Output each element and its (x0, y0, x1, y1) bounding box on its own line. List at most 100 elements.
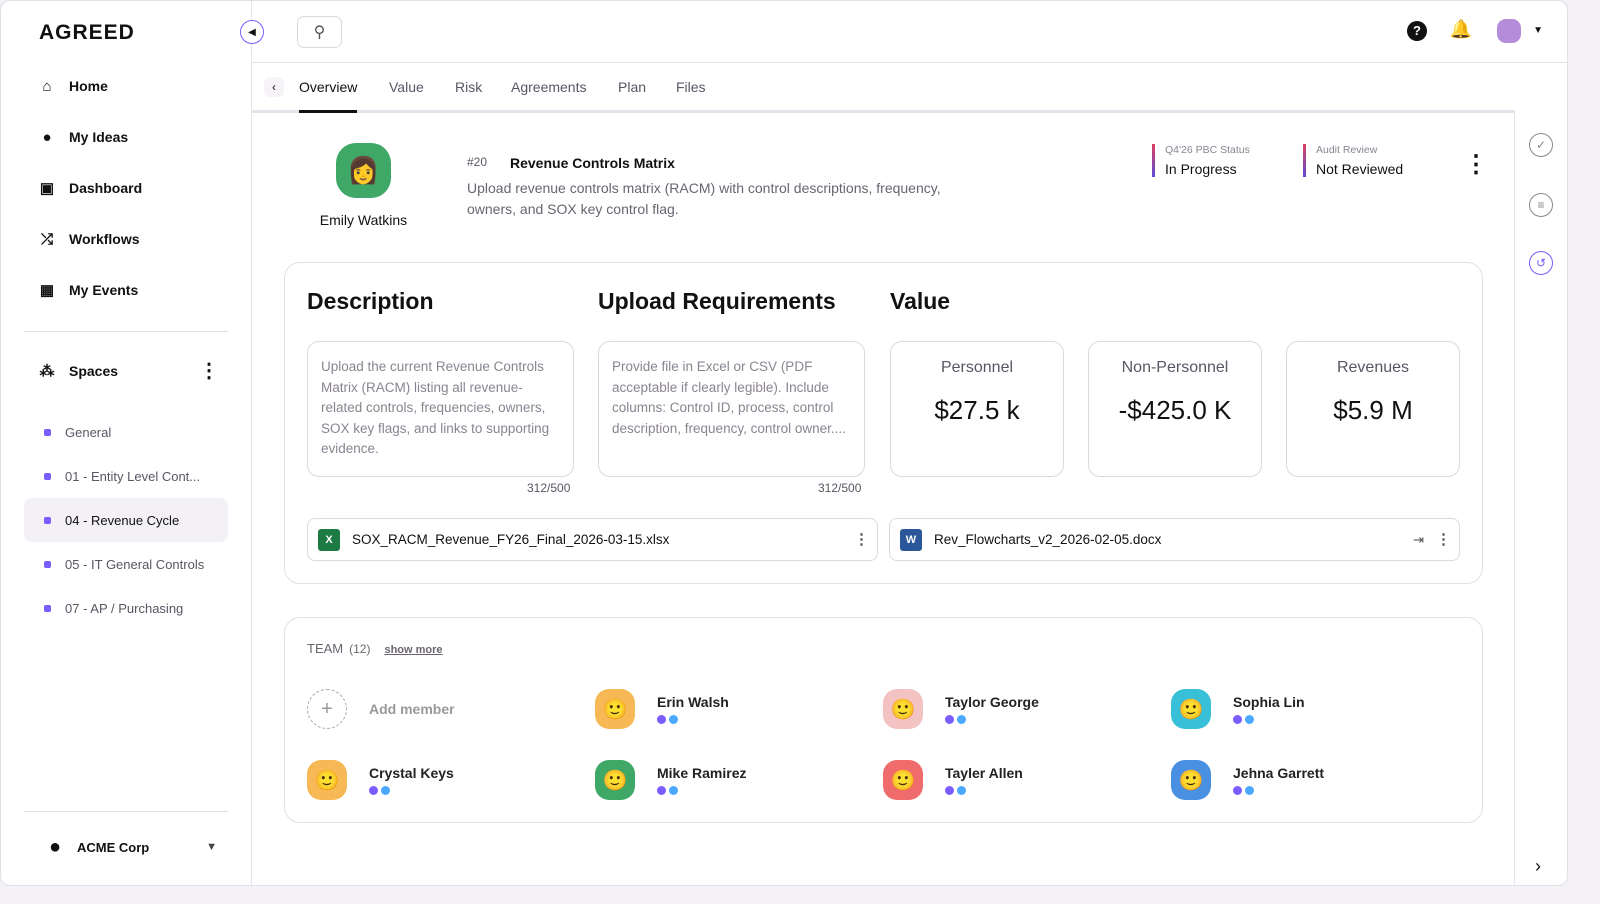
owner-avatar: 👩 (336, 143, 391, 198)
sidebar-item-home[interactable]: ⌂ Home (39, 77, 108, 95)
team-member[interactable]: 🙂 Mike Ramirez (595, 760, 746, 800)
pbc-status[interactable]: Q4'26 PBC Status In Progress (1152, 144, 1250, 177)
space-dot-icon (44, 516, 51, 524)
more-options-icon[interactable]: ⋮ (1464, 151, 1488, 178)
comment-icon[interactable]: ≡ (1529, 193, 1553, 217)
status-value: Not Reviewed (1316, 161, 1404, 177)
tab-risk[interactable]: Risk (455, 79, 483, 95)
member-role-dots (369, 786, 454, 795)
file-item[interactable]: X SOX_RACM_Revenue_FY26_Final_2026-03-15.… (307, 518, 878, 561)
role-dot (1233, 786, 1242, 795)
collapse-sidebar-button[interactable]: ◀ (240, 20, 264, 44)
spaces-header[interactable]: ⁂ Spaces ⋮ (39, 360, 220, 382)
status-value: In Progress (1165, 161, 1237, 177)
value-card-non-personnel[interactable]: Non-Personnel -$425.0 K (1088, 341, 1262, 477)
chevron-down-icon: ▼ (206, 841, 217, 853)
dashboard-icon: ▣ (39, 180, 55, 197)
org-switcher[interactable]: ● ACME Corp ▼ (47, 836, 217, 858)
nav-label: My Events (69, 282, 139, 298)
check-circle-icon[interactable]: ✓ (1529, 133, 1553, 157)
value-amount: $27.5 k (934, 395, 1020, 425)
calendar-icon: ▦ (39, 282, 55, 299)
word-file-icon: W (900, 528, 922, 551)
value-label: Non-Personnel (1121, 359, 1229, 376)
audit-review-status[interactable]: Audit Review Not Reviewed (1303, 144, 1404, 177)
file-name: SOX_RACM_Revenue_FY26_Final_2026-03-15.x… (352, 532, 670, 547)
space-item[interactable]: General (24, 410, 228, 454)
description-count: 312/500 (527, 481, 571, 495)
history-icon[interactable]: ↺ (1529, 251, 1553, 275)
tab-agreements[interactable]: Agreements (511, 79, 587, 95)
chevron-right-icon[interactable]: › (1535, 856, 1541, 876)
upload-requirements-textarea[interactable]: Provide file in Excel or CSV (PDF accept… (598, 341, 865, 477)
role-dot (945, 715, 954, 724)
value-amount: $5.9 M (1333, 395, 1413, 425)
space-label: General (65, 424, 112, 440)
status-label: Audit Review (1316, 144, 1378, 156)
member-avatar: 🙂 (883, 689, 923, 729)
team-count: (12) (349, 642, 371, 656)
role-dot (957, 715, 966, 724)
space-label: 01 - Entity Level Cont... (65, 468, 201, 484)
tab-value[interactable]: Value (389, 79, 424, 95)
space-item-active[interactable]: 04 - Revenue Cycle (24, 498, 228, 542)
space-label: 07 - AP / Purchasing (65, 600, 184, 616)
team-member[interactable]: 🙂 Taylor George (883, 689, 1039, 729)
space-dot-icon (44, 604, 51, 612)
team-member[interactable]: 🙂 Tayler Allen (883, 760, 1023, 800)
description-textarea[interactable]: Upload the current Revenue Controls Matr… (307, 341, 574, 477)
file-menu-icon[interactable]: ⋮ (1436, 531, 1451, 548)
user-avatar[interactable] (1497, 19, 1521, 43)
chevron-down-icon[interactable]: ▼ (1533, 25, 1543, 36)
search-icon: ⚲ (313, 24, 326, 41)
chevron-left-icon: ◀ (248, 26, 256, 38)
sidebar-item-my-events[interactable]: ▦ My Events (39, 282, 139, 299)
spaces-label: Spaces (69, 363, 119, 379)
space-item[interactable]: 07 - AP / Purchasing (24, 586, 228, 630)
value-label: Personnel (940, 359, 1014, 376)
role-dot (381, 786, 390, 795)
search-button[interactable]: ⚲ (297, 16, 342, 48)
tab-files[interactable]: Files (676, 79, 706, 95)
space-label: 04 - Revenue Cycle (65, 512, 180, 528)
value-heading: Value (890, 288, 951, 314)
bell-icon[interactable]: 🔔 (1449, 19, 1472, 39)
team-label: TEAM (307, 641, 344, 656)
file-item[interactable]: W Rev_Flowcharts_v2_2026-02-05.docx ⇥ ⋮ (889, 518, 1460, 561)
nav-label: My Ideas (69, 129, 129, 145)
logo: AGREED (39, 21, 135, 44)
file-name: Rev_Flowcharts_v2_2026-02-05.docx (934, 532, 1162, 547)
team-member[interactable]: 🙂 Erin Walsh (595, 689, 729, 729)
help-icon[interactable]: ? (1407, 21, 1427, 41)
member-avatar: 🙂 (1171, 689, 1211, 729)
home-icon: ⌂ (42, 77, 52, 95)
space-item[interactable]: 01 - Entity Level Cont... (24, 454, 228, 498)
team-member[interactable]: 🙂 Sophia Lin (1171, 689, 1305, 729)
tab-overview[interactable]: Overview (299, 79, 358, 113)
team-member[interactable]: 🙂 Jehna Garrett (1171, 760, 1324, 800)
back-button[interactable]: ‹ (264, 77, 284, 97)
value-card-personnel[interactable]: Personnel $27.5 k (890, 341, 1064, 477)
value-card-revenues[interactable]: Revenues $5.9 M (1286, 341, 1460, 477)
file-menu-icon[interactable]: ⋮ (854, 531, 869, 548)
team-member[interactable]: 🙂 Crystal Keys (307, 760, 454, 800)
spaces-icon: ⁂ (39, 363, 55, 380)
space-label: 05 - IT General Controls (65, 556, 205, 572)
add-member-button[interactable]: + Add member (307, 689, 455, 729)
role-dot (957, 786, 966, 795)
show-more-link[interactable]: show more (384, 644, 443, 656)
open-external-icon[interactable]: ⇥ (1413, 531, 1424, 547)
member-name: Tayler Allen (945, 765, 1023, 781)
nav-label: Home (69, 78, 108, 94)
sidebar: AGREED ⌂ Home ● My Ideas ▣ Dashboard ⤮ Workf… (1, 1, 252, 885)
sidebar-item-my-ideas[interactable]: ● My Ideas (39, 129, 129, 146)
spaces-menu-icon[interactable]: ⋮ (199, 360, 219, 382)
upload-count: 312/500 (818, 481, 862, 495)
tab-plan[interactable]: Plan (618, 79, 647, 95)
sidebar-item-workflows[interactable]: ⤮ Workflows (39, 231, 140, 248)
divider (24, 811, 228, 812)
space-item[interactable]: 05 - IT General Controls (24, 542, 228, 586)
member-name: Mike Ramirez (657, 765, 747, 781)
sidebar-item-dashboard[interactable]: ▣ Dashboard (39, 180, 142, 197)
member-role-dots (1233, 786, 1324, 795)
